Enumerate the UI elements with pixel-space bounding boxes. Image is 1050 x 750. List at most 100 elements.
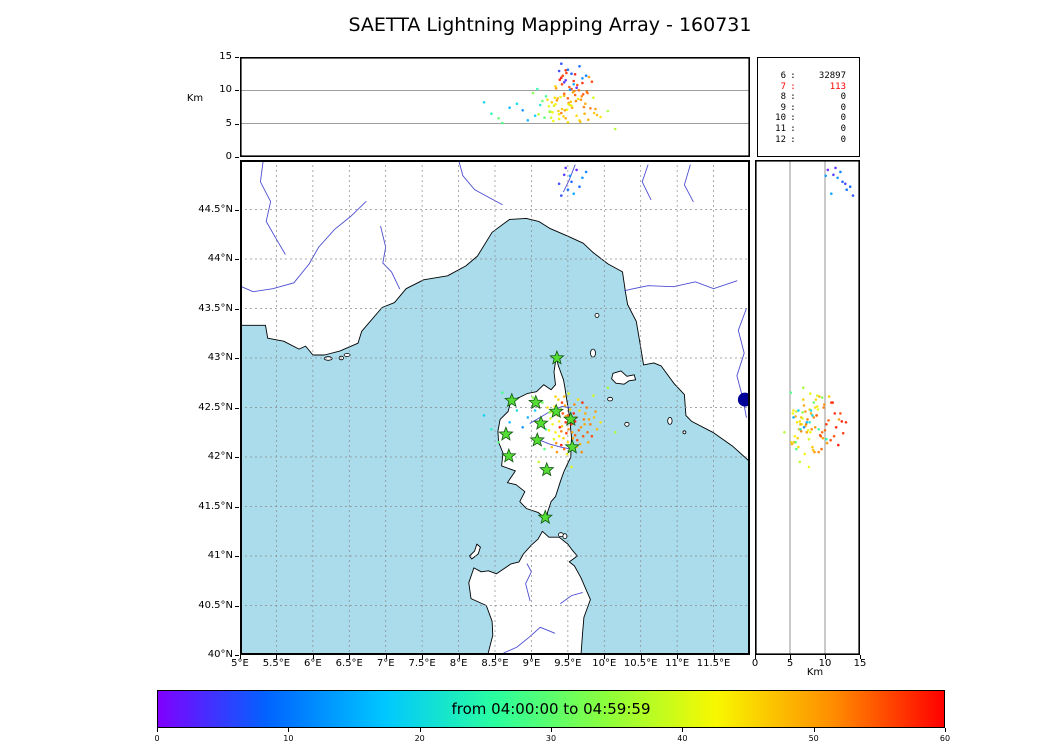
lon-tick-mark xyxy=(276,655,278,659)
lightning-source-dot xyxy=(797,409,800,412)
lightning-source-dot xyxy=(587,440,590,444)
lightning-source-dot xyxy=(560,194,563,197)
lightning-source-dot xyxy=(575,114,578,117)
stats-row-label: 9 xyxy=(780,102,786,113)
lightning-source-dot xyxy=(568,174,572,178)
lightning-source-dot xyxy=(554,87,558,90)
lightning-source-dot xyxy=(538,103,542,107)
lightning-source-dot xyxy=(567,103,570,106)
alt-lat-background xyxy=(755,160,860,655)
lon-tick-label: 9.5°E xyxy=(554,658,582,669)
lightning-source-dot xyxy=(565,71,568,75)
stats-row-label: 11 xyxy=(775,123,786,134)
lightning-source-dot xyxy=(560,83,564,86)
station-star-marker xyxy=(498,426,514,441)
lightning-source-dot xyxy=(560,430,563,433)
lightning-source-dot xyxy=(794,440,797,444)
alt-tick-label: 15 xyxy=(219,51,232,62)
lightning-source-dot xyxy=(490,428,493,431)
lightning-source-dot xyxy=(809,431,812,434)
lightning-source-dot xyxy=(549,116,553,119)
lightning-source-dot xyxy=(557,434,561,438)
lightning-source-dot xyxy=(566,414,570,417)
lightning-source-dot xyxy=(576,438,579,442)
river xyxy=(560,592,583,604)
river xyxy=(683,164,694,203)
alt-lon-border xyxy=(240,57,750,157)
lightning-source-dot xyxy=(561,74,565,77)
colorbar-tick-mark xyxy=(682,728,684,732)
lon-tick-label: 7.5°E xyxy=(408,658,436,669)
lightning-source-dot xyxy=(837,418,841,421)
lightning-source-dot xyxy=(548,411,551,414)
station-star-marker xyxy=(533,415,549,430)
alt-tick-label: 0 xyxy=(225,151,232,162)
lat-tick-mark xyxy=(235,457,239,458)
lightning-source-dot xyxy=(551,111,554,114)
lightning-source-dot xyxy=(845,188,848,191)
lightning-source-dot xyxy=(844,421,848,424)
lightning-source-dot xyxy=(803,452,806,456)
lightning-source-dot xyxy=(570,431,574,434)
lightning-source-dot xyxy=(802,404,806,407)
lightning-source-dot xyxy=(583,423,586,426)
lightning-source-dot xyxy=(576,97,580,101)
lightning-source-dot xyxy=(796,436,799,440)
lightning-source-dot xyxy=(552,437,556,441)
lightning-source-dot xyxy=(570,465,573,469)
lightning-source-dot xyxy=(830,192,833,195)
station-star-marker xyxy=(563,411,579,426)
lat-tick-label: 44.5°N xyxy=(198,203,233,215)
lightning-source-dot xyxy=(606,109,610,113)
lat-tick-mark xyxy=(235,259,239,260)
lightning-source-dot xyxy=(817,428,820,431)
small-island xyxy=(607,396,614,402)
lightning-source-dot xyxy=(584,74,588,77)
stats-row: 6: 32897 xyxy=(766,71,853,82)
small-island xyxy=(562,533,568,540)
lightning-source-dot xyxy=(547,429,551,432)
stats-row-separator: : xyxy=(790,71,796,81)
lightning-source-dot xyxy=(789,391,792,394)
lightning-source-dot xyxy=(585,90,589,93)
lightning-source-dot xyxy=(594,107,597,111)
lightning-source-dot xyxy=(580,450,583,454)
lightning-source-dot xyxy=(567,428,570,431)
river xyxy=(241,201,367,293)
alt-tick-mark xyxy=(235,57,239,58)
lat-tick-label: 42.5°N xyxy=(198,401,233,413)
lightning-source-dot xyxy=(839,170,842,174)
lightning-source-dot xyxy=(806,429,810,432)
lightning-source-dot xyxy=(546,406,549,409)
lightning-source-dot xyxy=(824,174,827,178)
lightning-source-dot xyxy=(851,194,855,197)
lightning-source-dot xyxy=(584,170,588,174)
lightning-source-dot xyxy=(581,81,584,85)
lightning-source-dot xyxy=(815,414,818,417)
lightning-source-dot xyxy=(594,410,597,413)
island-asinara xyxy=(469,543,481,560)
stats-row-value: 0 xyxy=(840,134,846,145)
lightning-source-dot xyxy=(526,119,530,122)
lon-tick-label: 8.5°E xyxy=(481,658,509,669)
lightning-source-dot xyxy=(570,72,573,75)
lightning-source-dot xyxy=(570,104,573,107)
lon-tick-label: 11.5°E xyxy=(696,658,731,669)
stats-row-label: 6 xyxy=(780,71,786,81)
lightning-source-dot xyxy=(586,431,589,434)
station-star-marker xyxy=(539,461,555,477)
lightning-source-dot xyxy=(801,411,804,414)
lightning-source-dot xyxy=(560,111,563,115)
lightning-source-dot xyxy=(564,166,567,170)
alt-tick-label: 10 xyxy=(219,84,232,96)
lightning-source-dot xyxy=(501,391,504,394)
lightning-source-dot xyxy=(820,447,823,451)
lightning-source-dot xyxy=(590,80,594,83)
km-tick-label: 15 xyxy=(853,658,867,669)
lon-tick-mark xyxy=(677,655,679,659)
lightning-source-dot xyxy=(795,447,798,451)
lon-tick-mark xyxy=(495,655,496,659)
lightning-source-dot xyxy=(562,94,566,97)
lightning-source-dot xyxy=(792,416,795,419)
colorbar-tick-label: 50 xyxy=(808,734,819,743)
